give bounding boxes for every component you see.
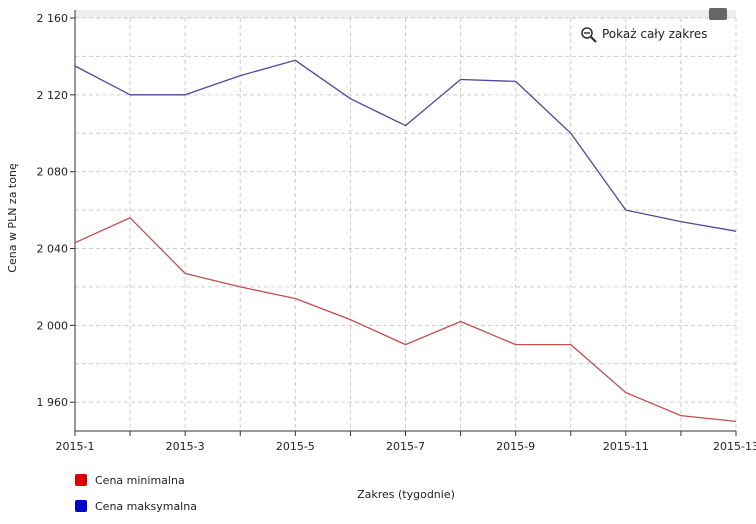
x-tick-label: 2015-7: [386, 440, 425, 453]
legend-label-max: Cena maksymalna: [95, 500, 197, 513]
x-tick-label: 2015-11: [603, 440, 649, 453]
legend-item-max[interactable]: Cena maksymalna: [75, 498, 197, 514]
legend: Cena minimalna Cena maksymalna: [75, 472, 197, 524]
zoom-out-icon: [582, 28, 596, 42]
x-tick-label: 2015-1: [56, 440, 95, 453]
legend-swatch-min: [75, 474, 87, 486]
y-tick-label: 2 080: [37, 166, 69, 179]
x-tick-label: 2015-13: [713, 440, 756, 453]
zoom-reset-label: Pokaż cały zakres: [602, 27, 708, 41]
x-tick-label: 2015-9: [496, 440, 535, 453]
x-axis-title: Zakres (tygodnie): [357, 488, 455, 501]
legend-swatch-max: [75, 500, 87, 512]
y-tick-label: 2 000: [37, 319, 69, 332]
x-tick-label: 2015-5: [276, 440, 315, 453]
y-tick-label: 2 040: [37, 243, 69, 256]
zoom-reset-button[interactable]: Pokaż cały zakres: [582, 27, 708, 42]
legend-label-min: Cena minimalna: [95, 474, 185, 487]
y-tick-label: 2 160: [37, 12, 69, 25]
x-tick-label: 2015-3: [166, 440, 205, 453]
series-lines: [75, 60, 736, 421]
y-tick-label: 1 960: [37, 396, 69, 409]
legend-item-min[interactable]: Cena minimalna: [75, 472, 197, 488]
plot-top-band: [75, 10, 736, 18]
menu-icon[interactable]: [709, 8, 727, 20]
grid: [75, 18, 736, 431]
y-axis-title: Cena w PLN za tonę: [6, 163, 19, 273]
y-tick-label: 2 120: [37, 89, 69, 102]
axes: [70, 10, 736, 436]
